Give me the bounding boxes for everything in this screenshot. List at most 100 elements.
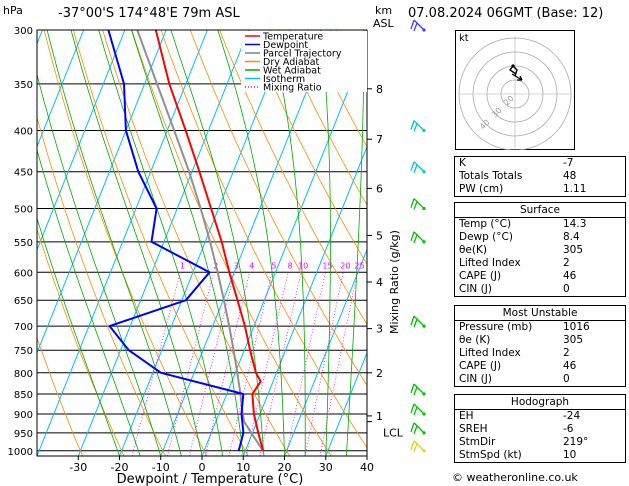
table-row: Temp (°C) 14.3 — [459, 218, 587, 230]
wind-barb-shaft — [413, 198, 425, 209]
isotherm-line — [242, 145, 367, 456]
wind-barb-shaft — [413, 231, 425, 243]
mixing-ratio-label: 25 — [354, 261, 364, 270]
table-row: Lifted Index 2 — [459, 347, 570, 359]
km-tick-label: 2 — [376, 367, 383, 380]
pressure-tick-label: 650 — [14, 296, 33, 307]
wind-barb-flag — [413, 406, 418, 416]
mixing-ratio-label: 1 — [180, 261, 185, 270]
wind-barb-flag — [410, 120, 415, 130]
table-row: Pressure (mb) 1016 — [459, 321, 590, 333]
pressure-tick-label: 1000 — [8, 447, 33, 458]
dry-adiabat-line — [37, 115, 166, 456]
wind-barb-dot — [422, 128, 426, 133]
wind-barb-dot — [422, 206, 426, 211]
surface-title: Surface — [455, 203, 625, 218]
x-tick-label: 0 — [199, 461, 206, 474]
mixing-ratio-line — [131, 272, 181, 456]
wind-barb-dot — [422, 449, 426, 453]
wind-barb-flag — [410, 161, 415, 171]
wind-barb-flag — [410, 440, 415, 451]
legend-label: Isotherm — [263, 74, 305, 85]
wind-barb-dot — [422, 412, 426, 416]
wet-adiabat-line — [320, 30, 331, 456]
table-row: θe(K) 305 — [459, 244, 584, 256]
mixing-ratio-label: 8 — [288, 261, 293, 270]
copyright[interactable]: © weatheronline.co.uk — [452, 471, 578, 484]
isotherm-line — [325, 351, 367, 456]
wind-barb-shaft — [413, 120, 425, 132]
dry-adiabat-line — [102, 30, 291, 456]
mixing-ratio-label: 10 — [298, 261, 308, 270]
surface-table: Surface Temp (°C) 14.3 Dewp (°C) 8.4 θe(K)… — [454, 202, 626, 297]
pressure-tick-label: 800 — [14, 369, 33, 380]
table-row: Lifted Index 2 — [459, 257, 570, 269]
pressure-tick-label: 600 — [14, 268, 33, 279]
isotherm-line — [37, 30, 85, 148]
pressure-tick-label: 500 — [14, 205, 33, 216]
pressure-tick-label: 550 — [14, 238, 33, 249]
mixing-ratio-line — [245, 272, 289, 456]
table-row: θe (K) 305 — [459, 334, 584, 346]
km-tick-label: 8 — [376, 83, 383, 96]
pressure-tick-label: 750 — [14, 346, 33, 357]
table-row: PW (cm) 1.11 — [459, 183, 587, 195]
wind-barb-shaft — [413, 403, 425, 415]
dry-adiabat-line — [189, 30, 367, 387]
pressure-tick-label: 850 — [14, 390, 33, 401]
mixing-ratio-label: 15 — [322, 261, 332, 270]
x-tick-label: -30 — [69, 461, 87, 474]
wind-barb-flag — [413, 386, 418, 396]
wind-barb-dot — [422, 240, 426, 244]
dry-adiabat-line — [43, 30, 208, 456]
storm-motion-arrow — [511, 73, 523, 81]
wind-barb-flag — [410, 19, 415, 30]
km-tick-label: 3 — [376, 323, 383, 336]
x-tick-label: 10 — [236, 461, 250, 474]
pressure-tick-label: 900 — [14, 410, 33, 421]
wind-barb-dot — [422, 28, 426, 32]
dry-adiabat-line — [248, 30, 367, 265]
dry-adiabat-line — [160, 30, 367, 449]
parcel-trajectory-line — [136, 30, 264, 452]
isotherm-line — [201, 42, 367, 456]
pressure-tick-label: 400 — [14, 127, 33, 138]
dry-adiabat-line — [37, 336, 83, 456]
table-row: StmSpd (kt) 10 — [459, 449, 577, 461]
wind-barb-dot — [422, 170, 426, 174]
isotherm-line — [37, 30, 208, 456]
mixing-ratio-label: 3 — [234, 261, 239, 270]
table-row: Dewp (°C) 8.4 — [459, 231, 580, 243]
wind-barb-flag — [413, 22, 418, 32]
wind-barb-flag — [413, 234, 418, 244]
wind-barb-flag — [410, 198, 415, 208]
table-row: CIN (J) 0 — [459, 283, 570, 295]
most-unstable-table: Most Unstable Pressure (mb) 1016 θe (K) 30… — [454, 305, 626, 387]
wet-adiabat-line — [131, 30, 244, 456]
legend-label: Mixing Ratio — [263, 83, 322, 94]
wet-adiabat-line — [37, 148, 141, 456]
pressure-tick-label: 450 — [14, 168, 33, 179]
wind-barb-shaft — [413, 161, 425, 173]
mixing-ratio-line — [319, 272, 358, 456]
wind-barb-shaft — [413, 440, 425, 452]
wet-adiabat-line — [46, 30, 182, 456]
asl-label: ASL — [373, 17, 394, 30]
mixing-ratio-label: 5 — [271, 261, 276, 270]
table-row: CIN (J) 0 — [459, 373, 570, 385]
table-row: K -7 — [459, 157, 574, 169]
km-tick-label: 6 — [376, 182, 383, 195]
wind-barb-flag — [413, 123, 418, 132]
mixing-ratio-axis-label: Mixing Ratio (g/kg) — [388, 230, 401, 334]
wind-barb-dot — [422, 392, 426, 396]
mixing-ratio-line — [167, 272, 215, 456]
wind-barb-flag — [413, 201, 418, 210]
wind-barb-shaft — [413, 422, 425, 434]
wind-barb-flag — [413, 318, 418, 328]
km-tick-label: 5 — [376, 229, 383, 242]
dry-adiabat-line — [131, 30, 332, 456]
wind-barb-shaft — [413, 315, 425, 327]
isotherm-line — [119, 30, 291, 456]
